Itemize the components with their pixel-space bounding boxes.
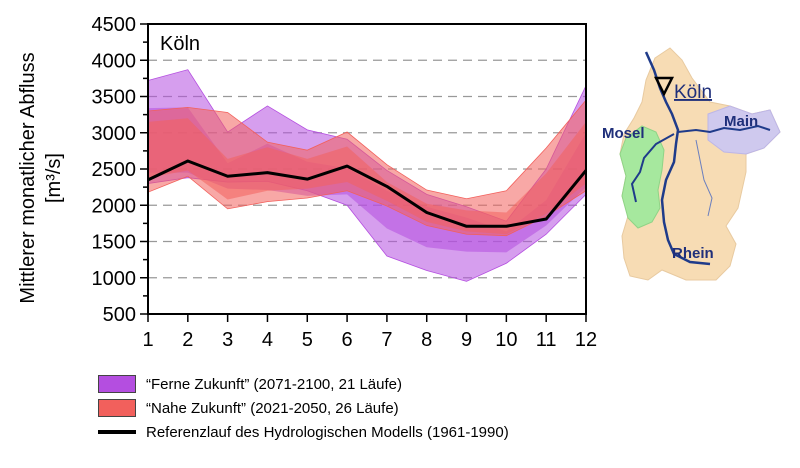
- map-label-rhein: Rhein: [672, 245, 714, 262]
- y-tick-label: 4500: [92, 14, 137, 36]
- map-label-mosel: Mosel: [602, 125, 645, 142]
- x-tick-label: 5: [302, 329, 313, 351]
- x-tick-label: 10: [495, 329, 517, 351]
- legend-label-ferne: “Ferne Zukunft” (2071-2100, 21 Läufe): [146, 375, 402, 393]
- x-tick-label: 12: [575, 329, 597, 351]
- x-tick-label: 3: [222, 329, 233, 351]
- map-label-main: Main: [724, 113, 758, 130]
- x-tick-label: 1: [142, 329, 153, 351]
- legend-label-referenz: Referenzlauf des Hydrologischen Modells …: [146, 423, 509, 441]
- legend-label-nahe: “Nahe Zukunft” (2021-2050, 26 Läufe): [146, 399, 399, 417]
- y-tick-label: 2000: [92, 195, 137, 217]
- y-tick-label: 2500: [92, 159, 137, 181]
- x-tick-label: 6: [342, 329, 353, 351]
- chart-legend: “Ferne Zukunft” (2071-2100, 21 Läufe) “N…: [98, 372, 509, 444]
- mosel-river-line: [630, 133, 675, 203]
- main-river-line: [677, 124, 771, 134]
- y-tick-label: 1000: [92, 268, 137, 290]
- x-tick-label: 9: [461, 329, 472, 351]
- legend-swatch-referenz: [98, 430, 136, 434]
- legend-swatch-ferne: [98, 375, 136, 393]
- x-tick-label: 4: [262, 329, 273, 351]
- x-tick-label: 11: [536, 329, 557, 351]
- cologne-marker-icon: [653, 76, 675, 97]
- x-tick-label: 8: [421, 329, 432, 351]
- tributary-line: [695, 139, 713, 217]
- map-label-city: Köln: [674, 82, 712, 103]
- legend-swatch-nahe: [98, 399, 136, 417]
- chart-title: Köln: [160, 33, 200, 55]
- y-axis-label: Mittlerer monatlicher Abfluss: [17, 52, 39, 303]
- reference-line: [147, 159, 588, 228]
- legend-item-referenzlauf: Referenzlauf des Hydrologischen Modells …: [98, 420, 509, 444]
- y-tick-label: 3000: [92, 123, 137, 145]
- y-tick-label: 500: [103, 304, 136, 326]
- reference-line-group: [147, 159, 588, 228]
- y-axis-unit: [m³/s]: [43, 153, 65, 203]
- legend-item-ferne-zukunft: “Ferne Zukunft” (2071-2100, 21 Läufe): [98, 372, 509, 396]
- y-tick-label: 1500: [92, 232, 137, 254]
- y-tick-label: 3500: [92, 87, 137, 109]
- x-tick-label: 2: [182, 329, 193, 351]
- y-tick-label: 4000: [92, 50, 137, 72]
- legend-item-nahe-zukunft: “Nahe Zukunft” (2021-2050, 26 Läufe): [98, 396, 509, 420]
- rhine-basin-map: Köln Mosel Main Rhein: [602, 47, 781, 281]
- mosel-basin-shape: [619, 125, 665, 229]
- x-tick-label: 7: [381, 329, 392, 351]
